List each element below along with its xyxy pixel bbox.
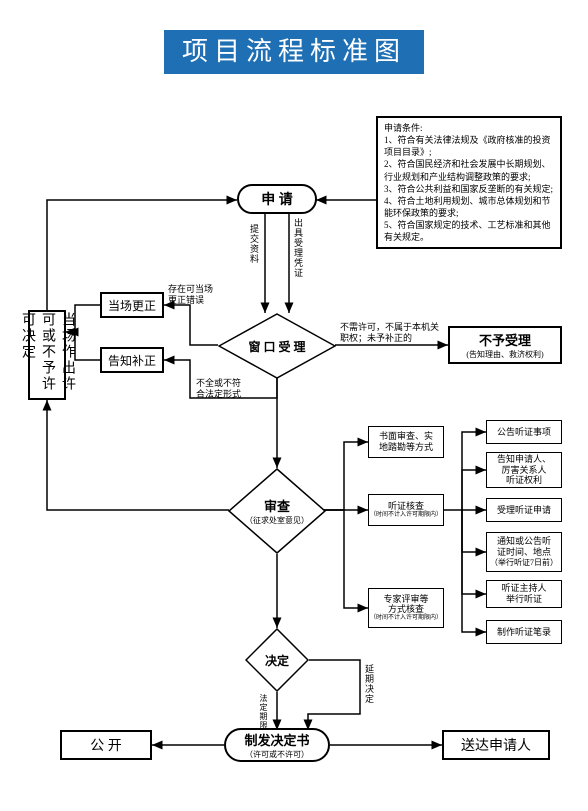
node-correct-now: 当场更正 — [100, 292, 164, 318]
node-hearing-3: 受理听证申请 — [486, 498, 562, 522]
info-item: 1、符合有关法律法规及《政府核准的投资项目目录》; — [384, 134, 554, 158]
node-hearing-5: 听证主持人 举行听证 — [486, 580, 562, 608]
node-label: 送达申请人 — [461, 735, 531, 755]
node-review-method-3: 专家评审等 方式核查 （时间不计入许可期限内） — [368, 588, 444, 628]
line: 书面审查、实 — [379, 431, 433, 442]
line: 公告听证事项 — [497, 427, 551, 438]
line: 方式核查 — [388, 604, 424, 615]
node-label: 审查 — [264, 496, 290, 515]
edge-label-incomplete: 不全或不符 合法定形式 — [196, 378, 241, 400]
node-reject: 不予受理 (告知理由、救济权利) — [448, 326, 562, 364]
node-label: 不予受理 — [479, 330, 531, 349]
line: 听证权利 — [506, 475, 542, 486]
node-label: 告知补正 — [108, 352, 156, 369]
line: 听证主持人 — [501, 583, 546, 594]
node-apply: 申 请 — [237, 184, 317, 214]
edge-label-submit: 提交资料 — [248, 224, 261, 264]
info-item: 4、符合土地利用规划、城市总体规划和节能环保政策的要求; — [384, 195, 554, 219]
line: 地踏勘等方式 — [379, 442, 433, 453]
edge-label-receipt: 出具受理凭证 — [292, 218, 305, 278]
edge-label-no-permission: 不需许可，不属于本机关 职权；未予补正的 — [340, 322, 439, 344]
node-onsite-decision: 当场作出许可或不予许可决定 — [28, 310, 66, 400]
node-sub: （征求处室意见） — [245, 515, 309, 526]
node-label: 窗 口 受 理 — [248, 338, 305, 355]
node-publish: 公 开 — [60, 730, 152, 760]
node-hearing-1: 公告听证事项 — [486, 420, 562, 444]
line: 制作听证笔录 — [497, 627, 551, 638]
line: 告知申请人、 — [497, 454, 551, 465]
node-review-method-2: 听证核查 （时间不计入许可期限内） — [368, 494, 444, 526]
line: 专家评审等 — [383, 594, 428, 605]
node-label: 申 请 — [261, 189, 293, 209]
node-review-method-1: 书面审查、实 地踏勘等方式 — [368, 426, 444, 458]
info-item: 5、符合国家规定的技术、工艺标准和其他有关规定。 — [384, 219, 554, 243]
node-notify-fix: 告知补正 — [100, 347, 164, 373]
line: 受理听证申请 — [497, 505, 551, 516]
node-issue-decision: 制发决定书 （许可或不许可） — [224, 728, 330, 762]
edge-label-has-error: 存在可当场 更正错误 — [168, 284, 213, 306]
page-title: 项目流程标准图 — [164, 30, 424, 74]
line: （举行听证7日前） — [490, 558, 558, 568]
node-label: 当场更正 — [108, 297, 156, 314]
node-hearing-2: 告知申请人、 厉害关系人 听证权利 — [486, 452, 562, 488]
node-sub: (告知理由、救济权利) — [466, 349, 543, 360]
line: 通知或公告听 — [497, 536, 551, 547]
node-label: 当场作出许可或不予许可决定 — [17, 312, 77, 398]
application-conditions: 申请条件: 1、符合有关法律法规及《政府核准的投资项目目录》; 2、符合国民经济… — [376, 116, 562, 249]
line: 听证核查 — [388, 501, 424, 512]
node-hearing-4: 通知或公告听 证时间、地点 （举行听证7日前） — [486, 532, 562, 572]
line: 证时间、地点 — [497, 547, 551, 558]
line: （时间不计入许可期限内） — [370, 615, 442, 622]
node-window-acceptance: 窗 口 受 理 — [218, 313, 336, 379]
line: （时间不计入许可期限内） — [370, 512, 442, 519]
node-label: 制发决定书 — [244, 730, 309, 749]
edge-label-delay: 延期决定 — [363, 664, 376, 704]
node-label: 公 开 — [90, 735, 122, 755]
node-hearing-6: 制作听证笔录 — [486, 620, 562, 644]
line: 举行听证 — [506, 594, 542, 605]
node-sub: （许可或不许可） — [245, 749, 309, 760]
node-decide: 决定 — [245, 628, 309, 692]
info-title: 申请条件: — [384, 122, 554, 134]
info-item: 2、符合国民经济和社会发展中长期规划、行业规划和产业结构调整政策的要求; — [384, 158, 554, 182]
node-label: 决定 — [265, 652, 289, 669]
node-deliver: 送达申请人 — [442, 730, 550, 760]
line: 厉害关系人 — [501, 465, 546, 476]
info-item: 3、符合公共利益和国家反垄断的有关规定; — [384, 183, 554, 195]
node-review: 审查 （征求处室意见） — [228, 468, 326, 554]
